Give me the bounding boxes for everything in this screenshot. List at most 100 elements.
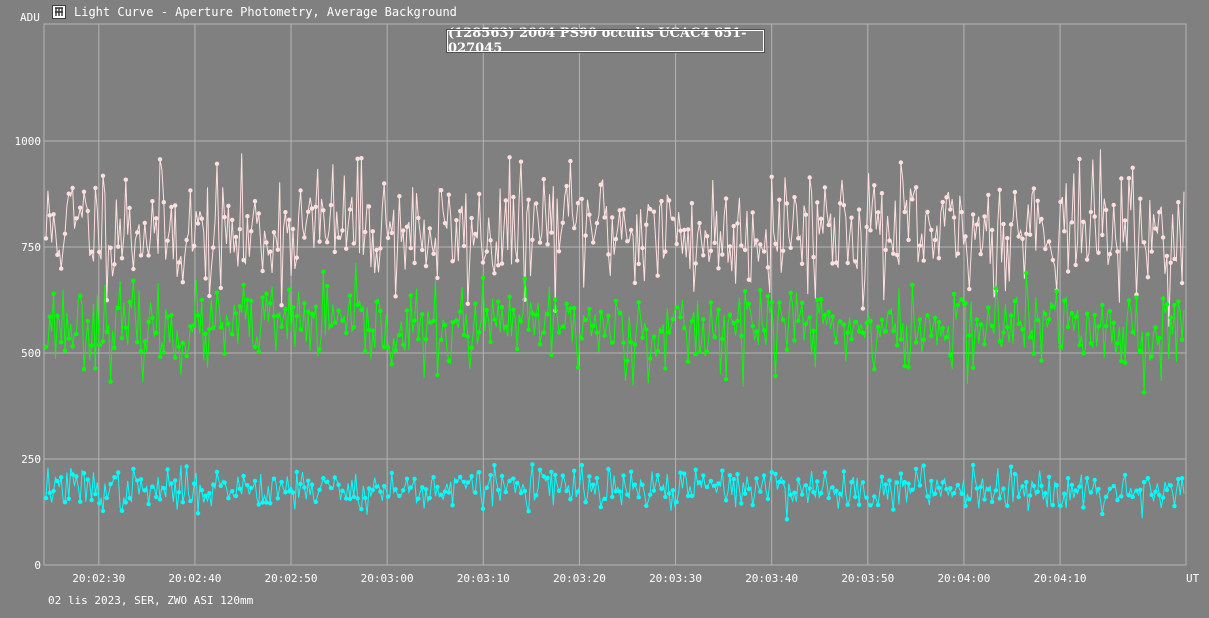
- data-point: [739, 501, 744, 506]
- data-point: [750, 502, 755, 508]
- data-point: [116, 470, 121, 475]
- data-point: [1088, 341, 1094, 346]
- data-point: [488, 339, 493, 345]
- data-point: [948, 486, 953, 491]
- data-point: [545, 475, 550, 481]
- data-point: [704, 234, 710, 239]
- data-point: [963, 503, 968, 509]
- data-point: [515, 480, 520, 486]
- data-point: [1092, 477, 1097, 483]
- data-point: [769, 300, 774, 305]
- data-point: [963, 234, 968, 239]
- light-curve-app-icon[interactable]: [52, 5, 66, 19]
- data-point: [252, 199, 258, 204]
- data-point: [1016, 321, 1021, 327]
- data-point: [230, 217, 235, 223]
- data-point: [203, 493, 208, 498]
- data-point: [986, 487, 991, 492]
- data-point: [1160, 495, 1166, 500]
- data-point: [663, 494, 668, 500]
- data-point: [1164, 253, 1170, 259]
- data-point: [837, 319, 843, 324]
- data-point: [237, 486, 242, 491]
- data-point: [545, 312, 550, 317]
- data-point: [127, 299, 132, 305]
- data-point: [51, 291, 56, 296]
- data-point: [1058, 503, 1063, 509]
- data-point: [689, 319, 695, 324]
- data-point: [834, 488, 839, 493]
- data-point: [712, 483, 717, 488]
- data-point: [754, 329, 759, 334]
- data-point: [986, 192, 991, 198]
- data-point: [1122, 218, 1128, 223]
- data-point: [499, 261, 505, 266]
- data-point: [1088, 490, 1094, 495]
- data-point: [841, 469, 847, 474]
- data-point: [989, 499, 995, 504]
- data-point: [317, 347, 322, 352]
- x-tick-label: 20:03:40: [745, 572, 798, 585]
- data-point: [621, 473, 626, 478]
- data-point: [883, 247, 888, 253]
- data-point: [507, 478, 512, 484]
- data-point: [1065, 324, 1071, 330]
- data-point: [530, 237, 535, 242]
- data-point: [211, 482, 216, 487]
- data-point: [283, 210, 288, 215]
- data-point: [602, 496, 607, 501]
- data-point: [864, 224, 869, 230]
- data-point: [1016, 234, 1021, 239]
- data-point: [898, 471, 904, 476]
- data-point: [807, 175, 812, 180]
- data-point: [89, 343, 94, 348]
- data-point: [647, 356, 653, 361]
- data-point: [613, 298, 619, 303]
- data-point: [100, 339, 106, 344]
- data-point: [659, 329, 664, 334]
- data-point: [43, 495, 49, 501]
- data-point: [157, 354, 163, 359]
- data-point: [66, 496, 72, 501]
- data-point: [1035, 198, 1040, 203]
- data-point: [780, 248, 786, 253]
- data-point: [610, 215, 615, 220]
- data-point: [1073, 488, 1078, 493]
- data-point: [131, 466, 136, 472]
- data-point: [1145, 476, 1151, 481]
- data-point: [967, 333, 972, 338]
- data-point: [640, 335, 645, 340]
- series-line: [45, 262, 1185, 393]
- data-point: [420, 247, 425, 253]
- data-point: [1179, 337, 1185, 342]
- data-point: [765, 265, 771, 270]
- data-point: [932, 491, 938, 496]
- data-point: [826, 309, 831, 315]
- data-point: [1126, 493, 1132, 498]
- data-point: [416, 337, 421, 342]
- data-point: [233, 493, 239, 499]
- data-point: [211, 325, 216, 331]
- data-point: [906, 237, 911, 243]
- data-point: [366, 486, 372, 491]
- data-point: [1065, 476, 1071, 481]
- window-titlebar: Light Curve - Aperture Photometry, Avera…: [52, 4, 457, 20]
- data-point: [970, 212, 976, 217]
- data-point: [268, 501, 273, 506]
- data-point: [746, 301, 752, 306]
- data-point: [344, 246, 349, 251]
- data-point: [1111, 320, 1116, 325]
- data-point: [47, 213, 52, 218]
- data-point: [226, 496, 231, 501]
- data-point: [104, 495, 110, 501]
- data-point: [636, 300, 641, 305]
- data-point: [864, 320, 869, 325]
- data-point: [195, 221, 201, 226]
- data-point: [974, 317, 980, 322]
- data-point: [423, 487, 429, 492]
- data-point: [727, 473, 733, 478]
- data-point: [298, 188, 303, 193]
- data-point: [184, 353, 189, 359]
- data-point: [579, 336, 584, 341]
- data-point: [940, 325, 945, 331]
